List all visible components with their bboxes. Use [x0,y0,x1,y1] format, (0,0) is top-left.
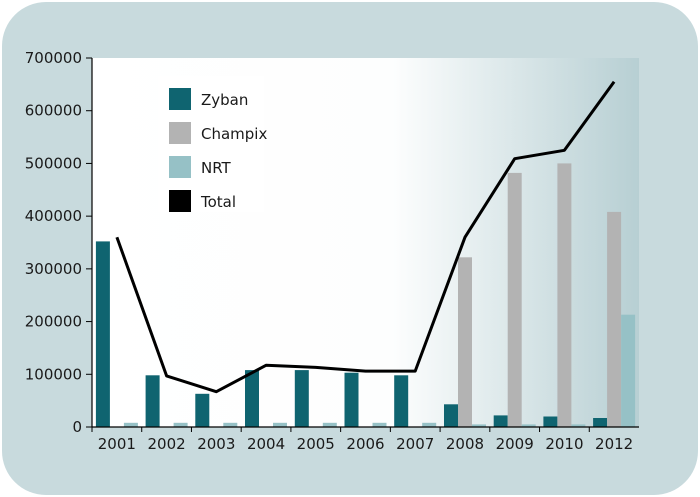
bar-zyban-2007 [394,375,409,427]
bar-champix-2012 [607,211,622,427]
y-tick-label: 400000 [25,207,82,225]
legend-label-total: Total [200,193,236,211]
bar-zyban-2009 [493,415,508,427]
bar-nrt-2012 [621,314,636,427]
legend-label-zyban: Zyban [201,91,248,109]
bar-zyban-2006 [344,372,359,427]
bar-nrt-2003 [223,422,238,427]
line-layer [115,80,616,394]
bar-zyban-2012 [593,418,608,427]
y-tick-label: 300000 [25,260,82,278]
bar-nrt-2005 [322,422,337,427]
bars-layer [95,163,636,427]
bar-nrt-2004 [273,422,287,427]
legend-label-champix: Champix [201,125,267,143]
x-tick-label: 2010 [545,435,583,453]
bar-zyban-2004 [245,370,259,427]
y-tick-label: 700000 [25,49,82,67]
x-tick-label: 2012 [595,435,633,453]
x-tick-label: 2006 [346,435,384,453]
line-total [115,80,616,394]
bar-nrt-2010 [571,424,586,427]
bar-zyban-2010 [543,416,558,427]
bar-champix-2008 [458,257,472,427]
x-axis-ticks: 2001 2002 2003 2004 2005 2006 2007 2008 2009 2010… [91,427,633,453]
bar-nrt-2007 [422,422,437,427]
x-tick-label: 2008 [446,435,484,453]
bar-nrt-2001 [123,422,138,427]
x-tick-label: 2005 [297,435,335,453]
bar-nrt-2009 [521,424,536,427]
y-tick-label: 500000 [25,154,82,172]
bar-zyban-2001 [95,241,110,427]
legend-swatch-zyban [169,88,191,110]
y-tick-label: 100000 [25,365,82,383]
x-tick-label: 2004 [247,435,285,453]
bar-champix-2010 [557,163,572,427]
x-tick-label: 2009 [496,435,534,453]
bar-nrt-2008 [472,424,486,427]
x-tick-label: 2002 [147,435,185,453]
y-tick-label: 0 [72,418,82,436]
legend-swatch-nrt [169,156,191,178]
legend-swatch-champix [169,122,191,144]
bar-zyban-2005 [294,370,309,427]
bar-zyban-2008 [444,404,458,427]
y-tick-label: 600000 [25,102,82,120]
legend-label-nrt: NRT [201,159,232,177]
y-tick-label: 200000 [25,313,82,331]
x-tick-label: 2001 [98,435,136,453]
bar-nrt-2006 [372,422,387,427]
bar-champix-2009 [507,172,522,427]
bar-nrt-2002 [173,422,188,427]
x-tick-label: 2003 [197,435,235,453]
bar-zyban-2002 [145,375,160,427]
legend-swatch-total [169,190,191,212]
y-axis-ticks: 0 100000 200000 300000 400000 500000 600000 700… [25,49,92,436]
x-tick-label: 2007 [396,435,434,453]
legend: Zyban Champix NRT Total [158,76,267,212]
bar-zyban-2003 [195,393,210,427]
